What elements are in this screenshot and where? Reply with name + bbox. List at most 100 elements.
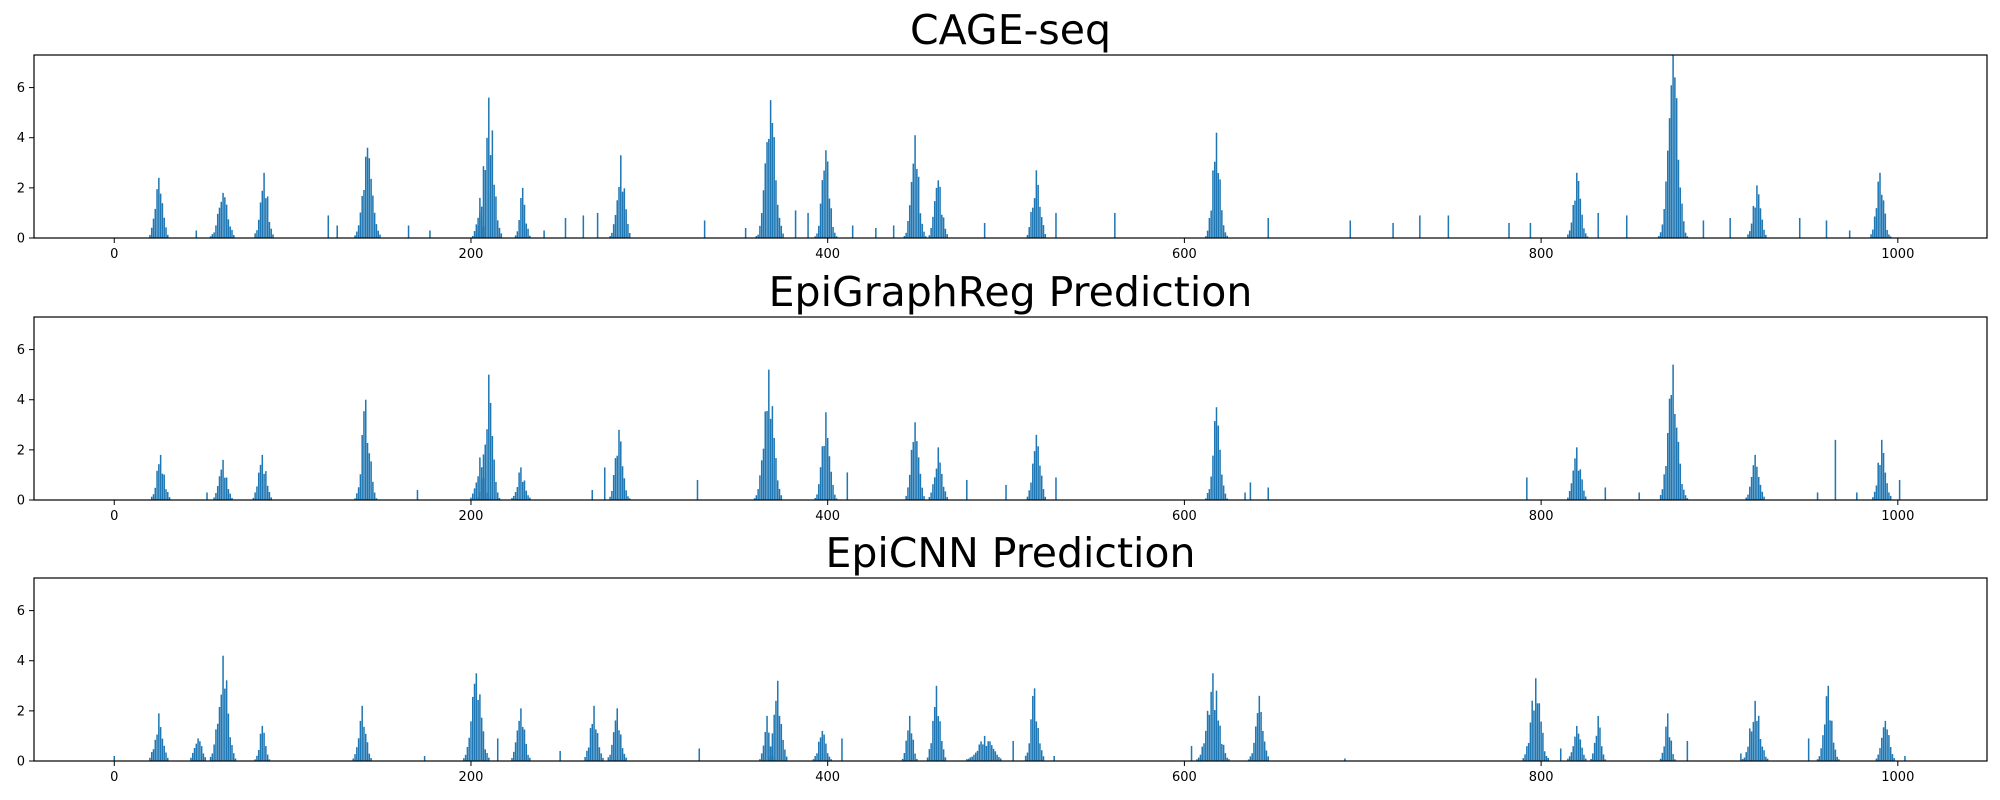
bar [150, 227, 153, 238]
bar [771, 123, 774, 238]
bar [916, 441, 918, 500]
bar [1749, 728, 1751, 761]
bar [272, 234, 274, 238]
bar [224, 197, 226, 238]
chart-title: CAGE-seq [910, 6, 1111, 54]
bar [937, 180, 940, 238]
bar [470, 721, 472, 761]
bar [826, 753, 829, 761]
bar [625, 209, 627, 238]
bar [935, 187, 938, 238]
bar [939, 721, 941, 761]
bar [1823, 724, 1826, 761]
bar [1881, 439, 1883, 500]
bar [939, 186, 941, 238]
bar [161, 473, 164, 500]
bar [942, 217, 945, 238]
x-tick-label: 200 [459, 509, 484, 524]
bar [908, 715, 911, 761]
bar [472, 696, 474, 761]
bar [944, 228, 947, 238]
bar [821, 730, 824, 761]
bar [511, 497, 513, 500]
bar [268, 222, 271, 238]
bar [521, 726, 524, 761]
bar [966, 479, 968, 500]
bar [941, 473, 943, 500]
bar [591, 489, 594, 500]
x-tick-label: 0 [110, 247, 118, 262]
bar [623, 478, 626, 500]
bar [204, 757, 206, 761]
bar [525, 223, 528, 238]
bar [755, 495, 758, 500]
bar [1659, 758, 1662, 761]
bar [1244, 492, 1246, 500]
bar [1684, 232, 1687, 238]
bar [973, 754, 975, 761]
bar [150, 496, 153, 500]
bar [199, 741, 201, 761]
bar [359, 474, 362, 500]
bar [1672, 364, 1674, 500]
bar [846, 472, 849, 500]
bar [1761, 491, 1764, 500]
bar [1055, 477, 1057, 500]
bar [1668, 737, 1671, 761]
bar [489, 402, 492, 500]
bar [488, 374, 490, 500]
bar [168, 497, 171, 500]
bar [764, 411, 767, 500]
bar [614, 458, 617, 500]
bar [1222, 485, 1225, 500]
bar [1253, 742, 1255, 761]
bar [516, 231, 519, 238]
bar [1765, 234, 1767, 238]
bar [257, 219, 260, 238]
x-tick-label: 0 [110, 770, 118, 785]
bar [1219, 179, 1221, 238]
bar [1529, 222, 1532, 238]
bar [366, 147, 369, 238]
bar [775, 458, 777, 500]
bar [1856, 492, 1858, 500]
bar [980, 741, 982, 761]
bar [1759, 484, 1762, 500]
bar [987, 741, 989, 761]
bar [586, 750, 588, 761]
bar [372, 195, 374, 238]
bar [1757, 476, 1760, 500]
bar [616, 455, 618, 500]
x-tick-label: 800 [1529, 509, 1554, 524]
bar [1893, 758, 1896, 761]
bar [1267, 756, 1269, 761]
y-tick-label: 0 [17, 232, 25, 247]
bar [818, 225, 820, 238]
bar [1586, 236, 1589, 238]
bar [1877, 754, 1879, 761]
bar [1670, 85, 1673, 238]
bar [917, 176, 920, 238]
bar [220, 201, 223, 238]
bar [1574, 200, 1576, 238]
bar [1745, 497, 1747, 500]
bar [923, 496, 925, 500]
bar [1028, 227, 1030, 238]
bar [1579, 198, 1582, 238]
bar [974, 752, 977, 761]
bar [1026, 496, 1029, 500]
bar [875, 227, 877, 238]
bar [1210, 476, 1212, 500]
x-tick-label: 1000 [1881, 247, 1914, 262]
bar [270, 228, 272, 238]
bar [486, 429, 488, 500]
bar [518, 720, 520, 761]
bar [1886, 229, 1888, 238]
bar [482, 166, 485, 238]
bar [616, 200, 618, 238]
bar [1208, 714, 1211, 761]
bar [1663, 474, 1665, 500]
bar [167, 492, 169, 500]
bar [152, 749, 155, 761]
bar [370, 758, 372, 761]
